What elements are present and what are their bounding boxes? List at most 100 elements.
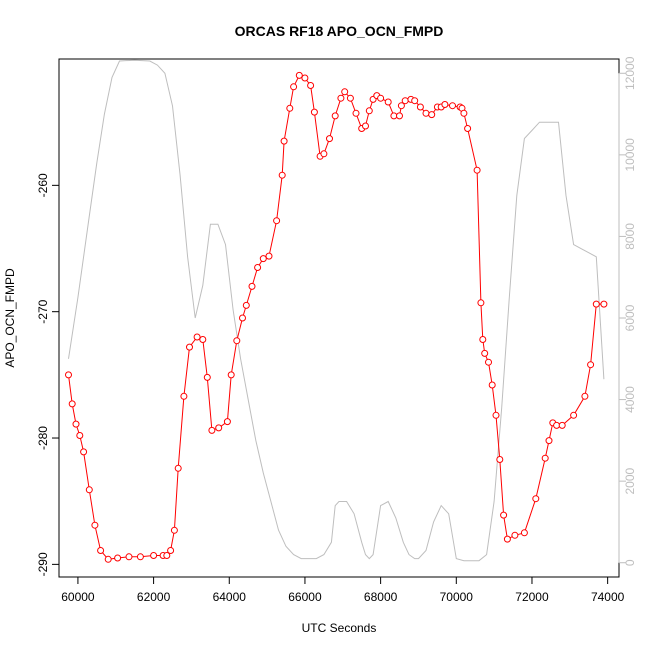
data-point — [479, 336, 487, 343]
x-tick-label: 70000 — [440, 590, 474, 604]
data-point — [163, 552, 171, 559]
data-point — [570, 411, 578, 419]
data-point — [481, 349, 489, 357]
data-point — [68, 400, 76, 408]
data-point — [273, 217, 281, 225]
data-point — [441, 101, 449, 108]
data-point — [545, 437, 553, 445]
y2-tick-label: 4000 — [623, 386, 637, 413]
data-point — [416, 103, 424, 111]
data-point — [477, 299, 485, 307]
data-point — [72, 420, 80, 428]
data-point — [114, 554, 122, 562]
data-point — [199, 336, 207, 343]
data-point — [150, 552, 158, 559]
y2-tick-label: 10000 — [623, 138, 637, 172]
data-point — [290, 83, 298, 91]
data-point — [352, 109, 360, 117]
data-point — [170, 526, 178, 534]
data-point — [233, 337, 241, 345]
data-point — [520, 529, 528, 537]
data-point — [396, 112, 403, 120]
data-point — [581, 392, 589, 400]
data-point — [208, 426, 216, 434]
y2-tick-label: 0 — [623, 559, 637, 566]
data-point — [460, 109, 468, 117]
data-point — [384, 98, 392, 106]
data-point — [254, 264, 262, 271]
data-point — [167, 547, 175, 554]
data-point — [331, 112, 339, 120]
data-point — [503, 535, 511, 543]
data-point — [541, 454, 549, 462]
data-point — [136, 553, 144, 561]
x-tick-label: 72000 — [515, 590, 549, 604]
data-point — [587, 361, 595, 369]
data-point — [397, 102, 405, 110]
data-point — [341, 88, 349, 96]
x-axis-label: UTC Seconds — [302, 621, 377, 635]
data-point — [592, 300, 600, 308]
data-point — [473, 166, 481, 174]
data-point — [80, 448, 88, 456]
y2-tick-label: 12000 — [623, 56, 637, 90]
data-point — [91, 521, 99, 529]
data-point — [259, 255, 267, 263]
data-point — [227, 371, 235, 379]
primary-series-layer — [65, 71, 608, 563]
data-point — [401, 97, 409, 105]
data-point — [242, 301, 250, 309]
x-tick-label: 62000 — [137, 590, 171, 604]
chart-title: ORCAS RF18 APO_OCN_FMPD — [235, 23, 444, 39]
data-point — [278, 171, 286, 179]
data-point — [286, 104, 294, 112]
data-point — [346, 94, 354, 102]
data-point — [488, 381, 496, 389]
data-point — [337, 94, 345, 102]
y-tick-label: -260 — [36, 173, 50, 197]
data-point — [464, 125, 472, 132]
y2-tick-label: 8000 — [623, 223, 637, 250]
data-point — [553, 421, 561, 429]
data-point — [558, 421, 566, 429]
data-point — [411, 97, 419, 105]
y-axis-label: APO_OCN_FMPD — [3, 268, 17, 368]
data-point — [193, 333, 201, 341]
data-point — [203, 373, 211, 381]
data-point — [326, 135, 333, 143]
data-point — [265, 252, 273, 260]
data-point — [449, 102, 456, 110]
data-point — [280, 137, 288, 145]
primary-series-line — [68, 74, 604, 560]
data-point — [125, 553, 133, 561]
axes-layer: 60000 62000 64000 66000 68000 70000 72000 74000… — [36, 56, 637, 604]
x-tick-label: 68000 — [364, 590, 398, 604]
data-point — [85, 486, 93, 494]
data-point — [76, 432, 84, 439]
data-point — [496, 456, 504, 463]
data-point — [362, 122, 369, 130]
data-point — [377, 94, 385, 102]
data-point — [532, 495, 540, 503]
data-point — [307, 82, 315, 89]
data-point — [295, 71, 303, 79]
data-point — [186, 343, 193, 351]
secondary-series-layer — [68, 59, 605, 562]
data-point — [511, 531, 519, 539]
data-point — [422, 109, 430, 117]
data-point — [180, 392, 188, 400]
secondary-series-line — [68, 59, 605, 562]
x-tick-label: 64000 — [213, 590, 247, 604]
x-tick-label: 74000 — [591, 590, 625, 604]
data-point — [239, 314, 246, 322]
data-point — [97, 547, 105, 554]
data-point — [248, 282, 256, 290]
data-point — [310, 108, 318, 116]
y2-tick-label: 2000 — [623, 467, 637, 494]
data-point — [365, 107, 373, 115]
data-point — [215, 424, 223, 432]
y2-tick-label: 6000 — [623, 304, 637, 331]
data-point — [65, 371, 72, 379]
y-tick-label: -270 — [36, 299, 50, 323]
